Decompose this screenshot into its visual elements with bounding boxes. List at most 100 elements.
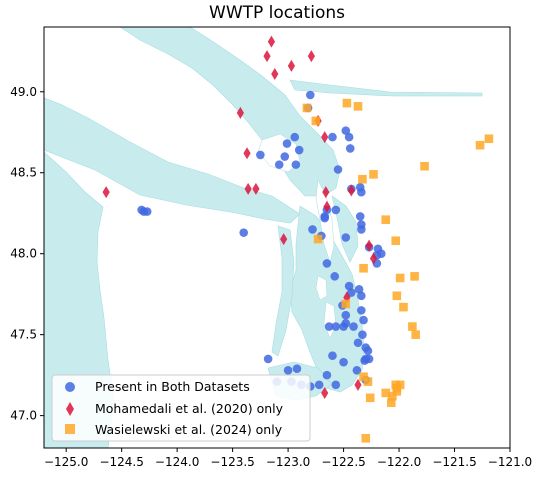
x-tick-label: −123.5 [210, 455, 254, 469]
point-wasielewski [420, 161, 429, 171]
point-both [322, 370, 332, 380]
point-wasielewski [358, 174, 367, 184]
hood-canal [271, 225, 295, 357]
x-tick-label: −122.0 [377, 455, 421, 469]
point-both [294, 145, 304, 155]
point-both [274, 160, 284, 169]
series-diamond [102, 35, 378, 399]
point-wasielewski [395, 273, 405, 283]
point-wasielewski [341, 299, 351, 309]
point-both [291, 160, 301, 169]
point-both [328, 351, 337, 361]
point-both [331, 205, 341, 215]
point-wasielewski [399, 302, 408, 312]
point-mohamedali [322, 186, 330, 199]
point-mohamedali [271, 67, 279, 80]
x-tick-label: −121.0 [488, 455, 532, 469]
point-both [339, 357, 348, 367]
point-both [308, 225, 317, 234]
point-wasielewski [353, 102, 363, 111]
x-axis: −125.0 −124.5 −124.0 −123.5 −123.0 −122.5 −122… [44, 448, 532, 469]
point-both [328, 132, 337, 142]
bainbridge-island [315, 275, 328, 301]
point-mohamedali [243, 147, 251, 160]
point-both [331, 322, 341, 331]
point-both [282, 139, 292, 148]
point-wasielewski [363, 377, 373, 386]
point-wasielewski [408, 322, 417, 331]
point-mohamedali [263, 50, 271, 63]
point-both [359, 315, 368, 325]
point-wasielewski [391, 236, 401, 246]
point-wasielewski [311, 116, 321, 126]
x-tick-label: −122.5 [321, 455, 365, 469]
point-wasielewski [342, 98, 352, 108]
point-wasielewski [475, 140, 485, 150]
point-wasielewski [381, 388, 391, 398]
point-both [357, 306, 366, 315]
x-tick-label: −125.0 [44, 455, 88, 469]
point-both [263, 354, 273, 364]
point-both [330, 272, 339, 281]
point-both [355, 212, 365, 221]
point-mohamedali [252, 182, 260, 195]
legend-marker-circle [65, 382, 75, 392]
point-wasielewski [302, 103, 312, 113]
point-wasielewski [381, 215, 391, 224]
legend-marker-diamond [66, 402, 74, 416]
point-both [314, 380, 324, 390]
legend-label-wasielewski: Wasielewski et al. (2024) only [95, 422, 283, 437]
point-mohamedali [323, 200, 331, 213]
x-tick-label: −124.0 [155, 455, 199, 469]
point-mohamedali [343, 291, 351, 304]
point-both [256, 150, 265, 160]
point-mohamedali [287, 59, 296, 72]
point-both [322, 259, 332, 268]
point-wasielewski [386, 398, 396, 407]
point-wasielewski [361, 433, 371, 443]
point-mohamedali [365, 239, 373, 252]
point-both [341, 233, 351, 242]
point-wasielewski [365, 393, 375, 403]
point-both [324, 322, 334, 331]
point-both [360, 356, 369, 365]
point-both [283, 365, 293, 375]
strait-of-juan-de-fuca [44, 97, 301, 224]
point-both [352, 365, 362, 375]
point-both [357, 225, 366, 234]
x-tick-label: −121.5 [432, 455, 476, 469]
point-mohamedali [321, 131, 329, 144]
point-both [357, 291, 366, 301]
point-mohamedali [267, 35, 276, 48]
y-tick-label: 47.5 [10, 328, 37, 342]
point-wasielewski [484, 134, 494, 144]
point-mohamedali [102, 186, 110, 199]
point-wasielewski [392, 387, 402, 396]
point-both [363, 346, 373, 356]
point-mohamedali [244, 182, 252, 195]
series-square [302, 98, 494, 443]
legend-label-both: Present in Both Datasets [95, 379, 250, 394]
point-mohamedali [347, 184, 355, 197]
point-wasielewski [313, 234, 323, 244]
y-axis: 47.0 47.5 48.0 48.5 49.0 [10, 85, 44, 423]
point-wasielewski [395, 380, 405, 390]
point-mohamedali [354, 378, 362, 391]
point-both [280, 152, 290, 161]
point-both [357, 187, 366, 197]
point-mohamedali [321, 386, 329, 399]
point-wasielewski [369, 170, 378, 179]
point-both [333, 165, 343, 174]
point-wasielewski [359, 372, 368, 382]
point-mohamedali [369, 252, 378, 265]
point-both [354, 285, 364, 294]
legend-label-mohamedali: Mohamedali et al. (2020) only [95, 401, 284, 416]
point-both [345, 144, 355, 153]
y-tick-label: 49.0 [10, 85, 37, 99]
northern-channel [289, 79, 483, 97]
x-tick-label: −124.5 [99, 455, 143, 469]
legend-box [51, 374, 311, 442]
point-both [344, 132, 354, 142]
point-wasielewski [388, 391, 397, 401]
